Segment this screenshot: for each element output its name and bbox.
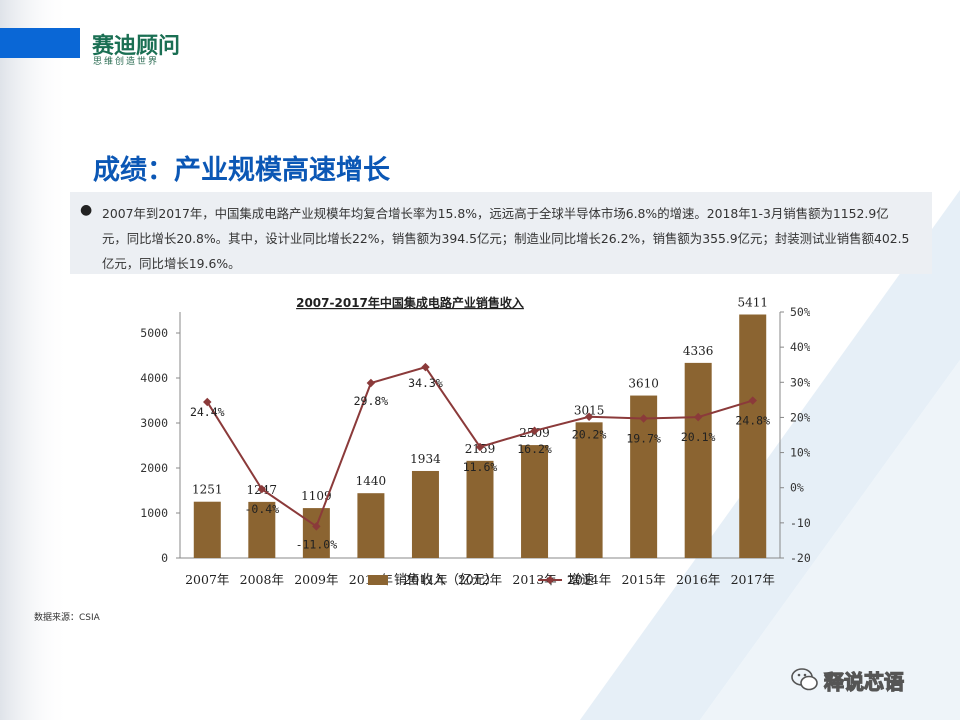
growth-point bbox=[366, 378, 376, 388]
bar bbox=[302, 508, 330, 558]
left-tick-label: 0 bbox=[161, 551, 168, 565]
left-tick-label: 3000 bbox=[140, 416, 168, 430]
growth-value-label: 29.8% bbox=[354, 394, 389, 408]
x-tick-label: 2014年 bbox=[567, 572, 611, 587]
right-tick-label: 0% bbox=[790, 481, 804, 495]
growth-point bbox=[748, 396, 757, 405]
growth-value-label: 24.8% bbox=[735, 414, 770, 428]
bar bbox=[739, 314, 767, 558]
growth-point bbox=[257, 484, 267, 494]
bar bbox=[357, 493, 385, 558]
right-tick-label: 50% bbox=[790, 305, 810, 319]
summary-text: 2007年到2017年，中国集成电路产业规模年均复合增长率为15.8%，远远高于… bbox=[102, 206, 910, 271]
growth-point bbox=[475, 442, 485, 452]
brand-name: 赛迪顾问 bbox=[92, 33, 181, 59]
right-tick-label: 10% bbox=[790, 446, 810, 460]
bar-value-label: 3610 bbox=[628, 377, 659, 391]
x-tick-label: 2008年 bbox=[240, 572, 284, 587]
data-source: 数据来源：CSIA bbox=[34, 613, 100, 623]
x-tick-label: 2012年 bbox=[458, 572, 502, 587]
left-tick-label: 1000 bbox=[140, 506, 168, 520]
x-tick-label: 2007年 bbox=[185, 572, 229, 587]
bar-value-label: 1440 bbox=[356, 474, 387, 488]
brand-tagline: 思维创造世界 bbox=[93, 57, 160, 67]
bar bbox=[193, 501, 221, 558]
bar bbox=[411, 470, 439, 558]
left-tick-label: 4000 bbox=[140, 371, 168, 385]
bar-value-label: 1109 bbox=[301, 489, 332, 503]
growth-value-label: -0.4% bbox=[245, 502, 280, 516]
bullet-icon: ● bbox=[80, 202, 93, 218]
bar bbox=[466, 460, 494, 558]
legend-bar-label: 销售收入（亿元） bbox=[394, 572, 498, 588]
page-title: 成绩：产业规模高速增长 bbox=[93, 155, 390, 186]
brand-accent-bar bbox=[0, 28, 80, 58]
growth-point bbox=[530, 426, 539, 436]
growth-value-label: 19.7% bbox=[626, 431, 661, 445]
sales-chart: 2007-2017年中国集成电路产业销售收入 0 1000 2000 3000 4000 5… bbox=[140, 295, 810, 588]
growth-point bbox=[421, 362, 430, 372]
bar bbox=[575, 422, 603, 558]
wechat-icon bbox=[791, 668, 818, 691]
bar-value-label: 1251 bbox=[192, 483, 223, 497]
right-tick-label: 40% bbox=[790, 340, 810, 354]
summary-panel: ● 2007年到2017年，中国集成电路产业规模年均复合增长率为15.8%，远远… bbox=[70, 192, 932, 274]
bar-value-label: 5411 bbox=[737, 296, 768, 310]
x-tick-label: 2017年 bbox=[731, 572, 775, 587]
right-tick-label: 20% bbox=[790, 410, 810, 424]
growth-point bbox=[312, 522, 321, 531]
chart-title: 2007-2017年中国集成电路产业销售收入 bbox=[296, 295, 524, 310]
x-tick-label: 2011年 bbox=[403, 572, 447, 587]
x-tick-label: 2009年 bbox=[294, 572, 338, 587]
growth-value-label: 11.6% bbox=[463, 460, 498, 474]
bar-value-label: 3015 bbox=[574, 403, 605, 417]
left-tick-label: 2000 bbox=[140, 461, 168, 475]
right-tick-label: -10% bbox=[790, 516, 810, 530]
growth-value-label: 24.4% bbox=[190, 405, 225, 419]
x-tick-label: 2013年 bbox=[512, 572, 556, 587]
growth-value-label: 34.3% bbox=[408, 376, 443, 390]
watermark-text: 释说芯语 bbox=[823, 669, 904, 694]
growth-value-label: 20.2% bbox=[572, 428, 607, 442]
right-tick-label: 30% bbox=[790, 375, 810, 389]
legend-line-label: 增速 bbox=[568, 573, 594, 588]
x-tick-label: 2015年 bbox=[621, 572, 665, 587]
bar bbox=[684, 362, 712, 558]
right-tick-label: -20% bbox=[790, 551, 810, 565]
growth-point bbox=[584, 412, 594, 421]
left-tick-label: 5000 bbox=[140, 326, 168, 340]
growth-point bbox=[203, 397, 212, 407]
legend-bar-swatch bbox=[368, 575, 388, 585]
bar-value-label: 4336 bbox=[683, 344, 714, 358]
x-tick-label: 2016年 bbox=[676, 572, 720, 587]
growth-value-label: 16.2% bbox=[517, 442, 552, 456]
bar bbox=[521, 445, 549, 558]
bar-value-label: 1934 bbox=[410, 452, 441, 466]
growth-value-label: -11.0% bbox=[296, 537, 338, 551]
bar bbox=[248, 501, 276, 558]
growth-value-label: 20.1% bbox=[681, 430, 716, 444]
